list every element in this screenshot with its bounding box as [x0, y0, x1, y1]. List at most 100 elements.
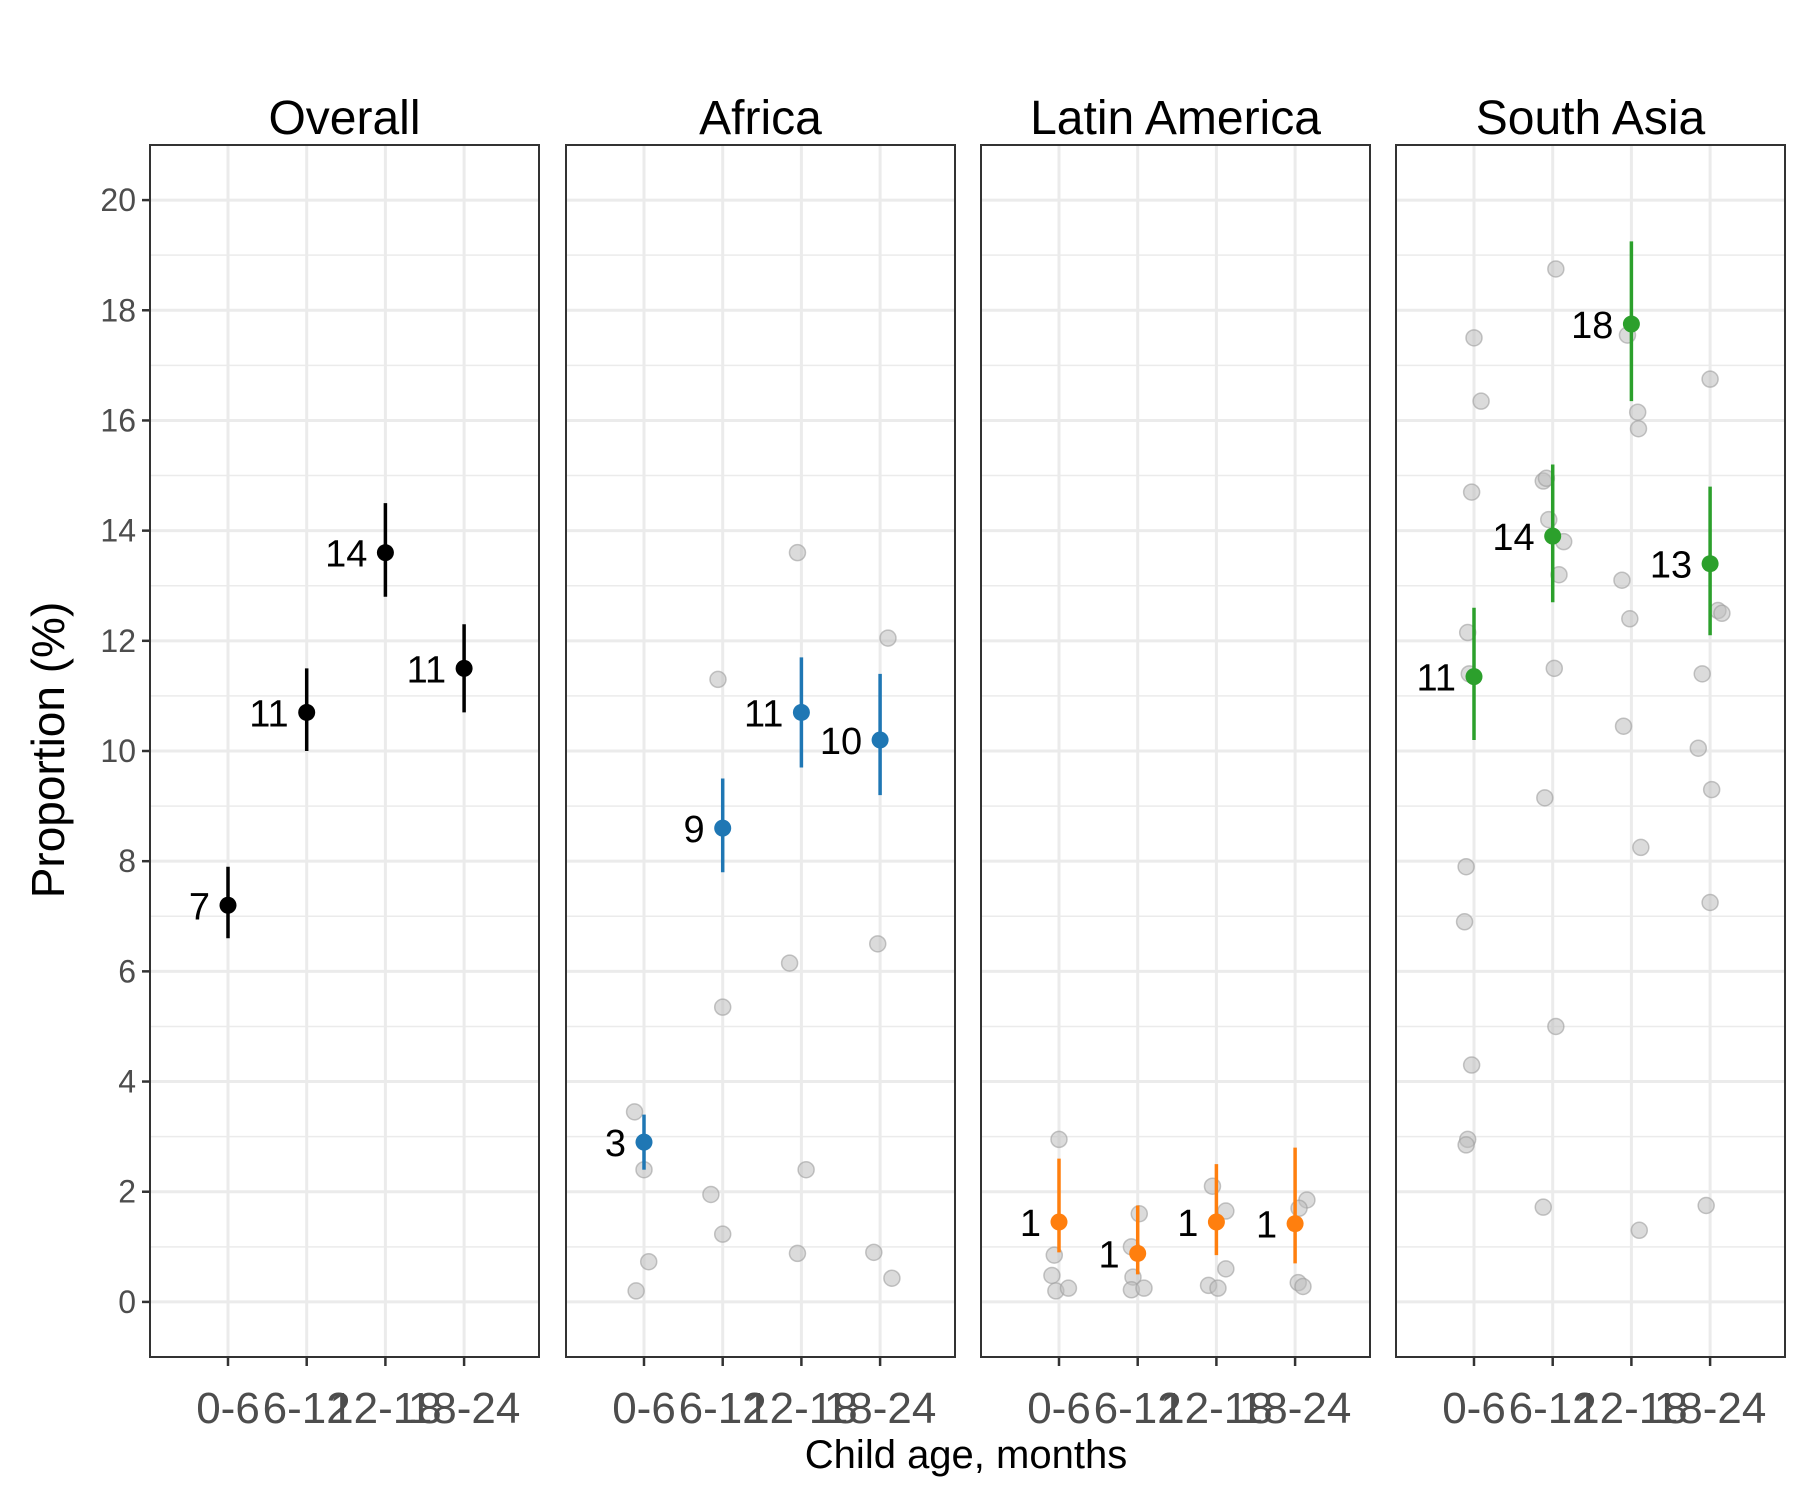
- estimate-point: [376, 544, 394, 562]
- estimate-label: 14: [1492, 517, 1534, 559]
- study-point: [1472, 392, 1490, 410]
- study-point: [1462, 483, 1481, 501]
- estimate-point: [1465, 668, 1483, 686]
- study-point: [1689, 739, 1708, 757]
- x-tick-label: 0-6: [1027, 1384, 1091, 1433]
- y-tick-label: 14: [100, 513, 136, 549]
- facet-title: Overall: [268, 92, 420, 145]
- x-tick-label: 18-24: [824, 1384, 937, 1433]
- estimate-label: 18: [1571, 305, 1613, 347]
- study-point: [1050, 1130, 1068, 1149]
- y-tick-label: 0: [118, 1284, 136, 1320]
- estimate-label: 11: [249, 693, 288, 735]
- study-point: [1547, 260, 1565, 278]
- estimate-point: [1544, 527, 1562, 545]
- y-tick-label: 16: [100, 402, 136, 438]
- estimate-point: [1622, 315, 1640, 333]
- estimate-label: 3: [605, 1123, 626, 1165]
- x-tick-label: 18-24: [1239, 1384, 1352, 1433]
- panel-border: [149, 144, 540, 1358]
- x-tick-label: 0-6: [1442, 1384, 1506, 1433]
- study-point: [1629, 419, 1648, 438]
- y-tick-label: 20: [100, 182, 136, 218]
- estimate-point: [714, 819, 732, 837]
- facet-title: South Asia: [1476, 92, 1706, 145]
- study-point: [1135, 1279, 1153, 1297]
- study-point: [702, 1185, 720, 1204]
- estimate-point: [635, 1133, 653, 1151]
- study-point: [639, 1252, 658, 1271]
- study-point: [1630, 1221, 1649, 1240]
- study-point: [1534, 1198, 1553, 1216]
- estimate-label: 13: [1650, 545, 1692, 587]
- x-tick-label: 6-12: [1509, 1384, 1597, 1433]
- study-point: [1462, 1056, 1481, 1074]
- study-point: [788, 543, 807, 562]
- estimate-label: 10: [820, 721, 862, 763]
- study-point: [1465, 329, 1483, 347]
- estimate-label: 11: [407, 649, 446, 691]
- study-point: [709, 670, 727, 689]
- study-point: [1632, 838, 1650, 857]
- study-point: [797, 1160, 815, 1179]
- estimate-point: [871, 731, 889, 749]
- study-point: [1713, 604, 1731, 623]
- study-point: [1294, 1277, 1312, 1296]
- estimate-point: [1286, 1215, 1304, 1233]
- estimate-point: [1050, 1213, 1068, 1231]
- x-axis-title: Child age, months: [805, 1433, 1127, 1477]
- study-point: [713, 998, 732, 1016]
- study-point: [1043, 1266, 1061, 1285]
- x-tick-label: 6-12: [263, 1384, 351, 1433]
- study-point: [1457, 857, 1475, 876]
- estimate-label: 1: [1177, 1203, 1198, 1245]
- estimate-label: 14: [325, 534, 367, 576]
- estimate-label: 1: [1099, 1234, 1120, 1276]
- y-tick-label: 2: [118, 1174, 136, 1210]
- x-tick-label: 18-24: [1654, 1384, 1767, 1433]
- study-point: [1455, 913, 1474, 931]
- panel-border: [565, 144, 956, 1358]
- study-point: [627, 1282, 645, 1300]
- y-tick-label: 10: [100, 733, 136, 769]
- study-point: [625, 1103, 644, 1121]
- x-tick-label: 12-18: [329, 1384, 442, 1433]
- study-point: [1217, 1260, 1235, 1278]
- x-tick-label: 0-6: [612, 1384, 676, 1433]
- x-tick-label: 12-18: [745, 1384, 858, 1433]
- study-point: [879, 629, 897, 647]
- y-tick-label: 8: [118, 843, 136, 879]
- estimate-point: [455, 659, 473, 677]
- study-point: [788, 1244, 807, 1263]
- estimate-point: [298, 703, 316, 721]
- study-point: [1693, 665, 1711, 683]
- estimate-label: 9: [684, 809, 705, 851]
- panel-border: [1395, 144, 1786, 1358]
- x-tick-label: 18-24: [408, 1384, 521, 1433]
- study-point: [1701, 893, 1719, 912]
- study-point: [1614, 717, 1633, 735]
- panel-border: [980, 144, 1371, 1358]
- estimate-point: [1129, 1244, 1147, 1262]
- study-point: [865, 1243, 883, 1262]
- study-point: [868, 935, 887, 953]
- study-point: [883, 1269, 901, 1287]
- x-tick-label: 0-6: [196, 1384, 260, 1433]
- study-point: [1209, 1279, 1227, 1297]
- x-tick-label: 12-18: [1575, 1384, 1688, 1433]
- estimate-point: [1701, 555, 1719, 573]
- facet-title: Africa: [699, 92, 822, 145]
- y-axis-title: Proportion (%): [22, 602, 74, 899]
- estimate-point: [1207, 1213, 1225, 1231]
- study-point: [1621, 610, 1639, 628]
- y-tick-label: 4: [118, 1064, 136, 1100]
- x-tick-label: 6-12: [679, 1384, 767, 1433]
- study-point: [1702, 780, 1721, 799]
- study-point: [1059, 1279, 1078, 1297]
- study-point: [1545, 659, 1564, 678]
- estimate-label: 7: [189, 886, 210, 928]
